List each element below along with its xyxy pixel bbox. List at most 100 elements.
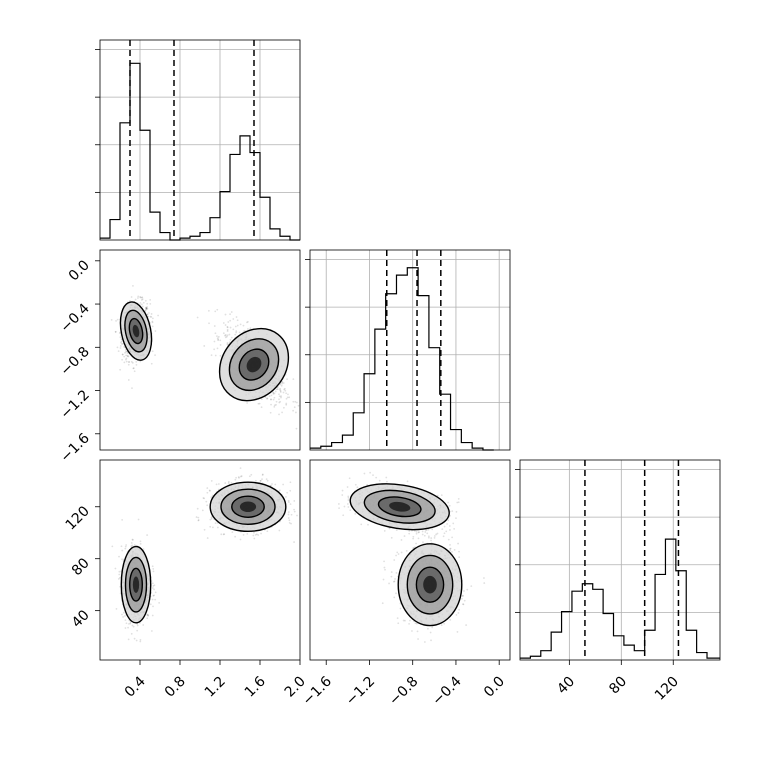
density-fill: [239, 501, 257, 513]
sample-point: [154, 591, 157, 594]
sample-point: [121, 358, 123, 361]
sample-point: [130, 360, 133, 363]
sample-point: [446, 523, 448, 525]
sample-point: [452, 522, 455, 525]
sample-point: [222, 332, 225, 335]
sample-point: [395, 592, 397, 595]
sample-point: [150, 630, 153, 632]
sample-point: [449, 547, 451, 550]
joint-panel-0-1: [99, 249, 301, 451]
sample-point: [210, 517, 213, 520]
sample-point: [346, 503, 349, 505]
sample-point: [121, 613, 123, 616]
sample-point: [124, 351, 126, 354]
sample-point: [120, 343, 123, 345]
sample-point: [268, 395, 271, 398]
sample-point: [139, 638, 142, 641]
sample-point: [443, 532, 446, 535]
sample-point: [150, 316, 153, 318]
histogram-frame-0: [99, 39, 301, 241]
sample-point: [147, 614, 150, 617]
sample-point: [141, 305, 144, 308]
sample-point: [153, 584, 156, 587]
sample-point: [119, 347, 122, 349]
sample-point: [246, 320, 249, 323]
sample-point: [395, 529, 398, 532]
sample-point: [152, 568, 155, 570]
sample-point: [124, 547, 127, 550]
sample-point: [230, 311, 233, 313]
sample-point: [400, 539, 403, 541]
sample-point: [436, 494, 439, 497]
sample-point: [259, 479, 262, 482]
sample-point: [378, 479, 381, 482]
density-contour: [377, 496, 422, 518]
sample-point: [229, 313, 231, 316]
sample-point: [392, 580, 395, 583]
sample-point: [249, 327, 252, 330]
sample-point: [151, 350, 154, 353]
sample-point: [281, 382, 284, 385]
sample-point: [278, 393, 280, 396]
sample-point: [224, 334, 226, 337]
sample-point: [260, 532, 262, 535]
sample-point: [296, 514, 298, 517]
sample-point: [206, 504, 209, 507]
sample-point: [120, 340, 123, 343]
sample-point: [122, 616, 125, 618]
sample-point: [424, 528, 427, 531]
sample-point: [425, 529, 428, 532]
sample-point: [197, 516, 200, 519]
sample-point: [131, 387, 133, 390]
sample-point: [235, 330, 238, 333]
sample-point: [415, 532, 418, 535]
sample-point: [427, 528, 430, 531]
sample-point: [126, 352, 129, 355]
sample-point: [229, 319, 232, 322]
sample-point: [301, 499, 303, 501]
sample-point: [417, 638, 419, 640]
sample-point: [152, 605, 154, 608]
sample-point: [238, 331, 241, 334]
sample-point: [242, 533, 245, 536]
sample-point: [270, 398, 272, 401]
sample-point: [254, 479, 257, 482]
sample-point: [247, 328, 249, 330]
sample-point: [114, 330, 117, 333]
sample-point: [431, 528, 434, 531]
sample-point: [453, 527, 456, 530]
sample-point: [149, 315, 152, 318]
sample-point: [209, 489, 211, 492]
sample-point: [287, 517, 290, 519]
sample-point: [151, 614, 154, 617]
sample-point: [396, 551, 399, 554]
sample-point: [287, 511, 290, 513]
sample-point: [226, 326, 229, 329]
sample-point: [448, 504, 451, 507]
sample-point: [229, 338, 232, 341]
sample-point: [115, 607, 118, 610]
sample-point: [363, 472, 366, 475]
sample-point: [341, 494, 344, 496]
sample-point: [457, 542, 459, 545]
density-contour: [128, 317, 144, 345]
sample-point: [433, 535, 436, 537]
sample-point: [462, 603, 464, 606]
sample-point: [226, 330, 229, 332]
sample-point: [125, 354, 128, 357]
density-contour: [349, 483, 450, 531]
sample-point: [269, 411, 272, 414]
sample-point: [127, 361, 130, 363]
sample-point: [125, 544, 128, 546]
sample-point: [278, 398, 280, 401]
sample-point: [121, 343, 124, 345]
sample-point: [216, 526, 219, 529]
sample-point: [266, 397, 268, 400]
sample-point: [405, 549, 408, 552]
sample-point: [470, 585, 473, 588]
sample-point: [131, 361, 134, 364]
sample-point: [453, 549, 456, 551]
sample-point: [120, 338, 123, 340]
sample-point: [279, 389, 282, 392]
sample-point: [293, 510, 296, 513]
